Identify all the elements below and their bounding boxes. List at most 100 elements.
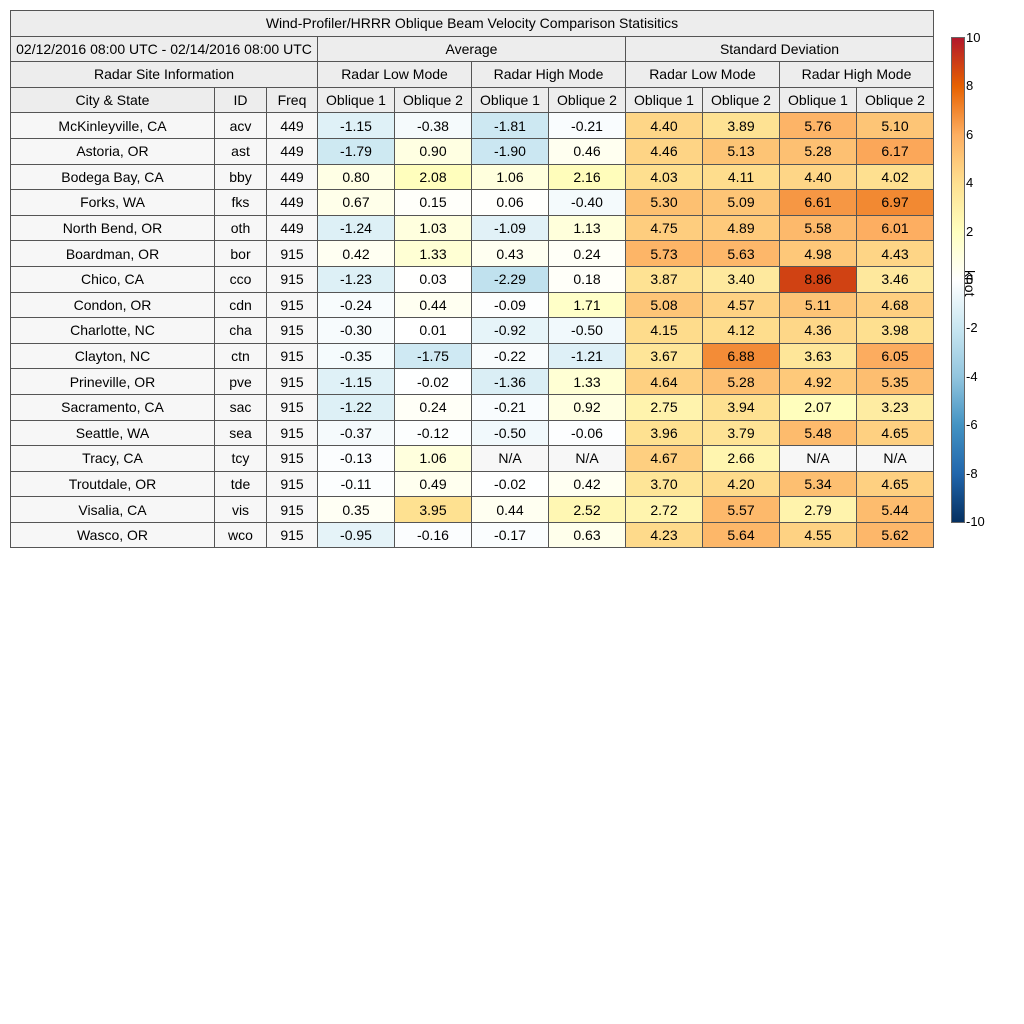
value-cell: 5.73 <box>625 240 703 267</box>
value-cell: 3.67 <box>625 342 703 370</box>
city-cell: Charlotte, NC <box>10 317 215 344</box>
value-cell: 3.63 <box>779 342 857 370</box>
value-cell: N/A <box>856 445 934 472</box>
value-cell: 6.05 <box>856 342 934 370</box>
value-cell: 5.63 <box>702 240 780 267</box>
value-cell: -1.90 <box>471 137 549 165</box>
value-cell: 2.52 <box>548 496 626 523</box>
column-header-beam: Oblique 2 <box>548 86 626 114</box>
group-header-standard-deviation: Standard Deviation <box>625 35 934 63</box>
city-cell: Sacramento, CA <box>10 393 215 421</box>
value-cell: 0.18 <box>548 265 626 293</box>
value-cell: 5.76 <box>779 112 857 139</box>
value-cell: 3.87 <box>625 265 703 293</box>
table-row: Forks, WA fks 449 0.67 0.15 0.06 -0.40 5.30 5.09… <box>10 189 934 216</box>
colorbar <box>951 37 965 523</box>
city-cell: Bodega Bay, CA <box>10 163 215 191</box>
freq-cell: 915 <box>266 368 318 395</box>
city-cell: Chico, CA <box>10 265 215 293</box>
value-cell: -0.38 <box>394 112 472 139</box>
table-row: Sacramento, CA sac 915 -1.22 0.24 -0.21 0.92 2.… <box>10 393 934 421</box>
value-cell: 5.57 <box>702 496 780 523</box>
value-cell: 5.58 <box>779 214 857 242</box>
value-cell: 5.28 <box>702 368 780 395</box>
freq-cell: 915 <box>266 445 318 472</box>
value-cell: 4.40 <box>625 112 703 139</box>
value-cell: 4.11 <box>702 163 780 191</box>
value-cell: -1.09 <box>471 214 549 242</box>
table-row: North Bend, OR oth 449 -1.24 1.03 -1.09 1.13 4.… <box>10 214 934 242</box>
city-cell: Clayton, NC <box>10 342 215 370</box>
column-header-beam: Oblique 1 <box>625 86 703 114</box>
id-cell: ast <box>214 137 267 165</box>
value-cell: 0.42 <box>317 240 395 267</box>
table-row: Visalia, CA vis 915 0.35 3.95 0.44 2.52 2.72 5.5… <box>10 496 934 523</box>
value-cell: -1.22 <box>317 393 395 421</box>
value-cell: -0.37 <box>317 419 395 447</box>
value-cell: -0.24 <box>317 291 395 319</box>
value-cell: 0.15 <box>394 189 472 216</box>
value-cell: 0.49 <box>394 470 472 498</box>
value-cell: 4.12 <box>702 317 780 344</box>
id-cell: pve <box>214 368 267 395</box>
colorbar-tick-label: 2 <box>966 223 974 239</box>
value-cell: 0.42 <box>548 470 626 498</box>
value-cell: -0.35 <box>317 342 395 370</box>
value-cell: -1.36 <box>471 368 549 395</box>
freq-cell: 915 <box>266 496 318 523</box>
value-cell: 0.24 <box>548 240 626 267</box>
value-cell: -0.11 <box>317 470 395 498</box>
value-cell: -0.09 <box>471 291 549 319</box>
value-cell: -0.21 <box>471 393 549 421</box>
value-cell: 0.90 <box>394 137 472 165</box>
table-row: Seattle, WA sea 915 -0.37 -0.12 -0.50 -0.06 3.9… <box>10 419 934 447</box>
value-cell: -1.79 <box>317 137 395 165</box>
column-header-beam: Oblique 2 <box>394 86 472 114</box>
value-cell: 4.92 <box>779 368 857 395</box>
colorbar-tick-label: 8 <box>966 78 974 94</box>
mode-header: Radar Low Mode <box>317 61 472 88</box>
value-cell: -0.12 <box>394 419 472 447</box>
value-cell: 1.33 <box>394 240 472 267</box>
value-cell: 1.03 <box>394 214 472 242</box>
value-cell: -0.30 <box>317 317 395 344</box>
value-cell: 1.71 <box>548 291 626 319</box>
value-cell: 2.79 <box>779 496 857 523</box>
column-header-city: City & State <box>10 86 215 114</box>
colorbar-tick-label: 10 <box>966 30 981 45</box>
id-cell: oth <box>214 214 267 242</box>
city-cell: Forks, WA <box>10 189 215 216</box>
value-cell: 4.68 <box>856 291 934 319</box>
mode-header: Radar Low Mode <box>625 61 780 88</box>
table-row: Prineville, OR pve 915 -1.15 -0.02 -1.36 1.33 4… <box>10 368 934 395</box>
city-cell: McKinleyville, CA <box>10 112 215 139</box>
city-cell: Astoria, OR <box>10 137 215 165</box>
colorbar-tick-label: -2 <box>966 320 978 336</box>
value-cell: 3.46 <box>856 265 934 293</box>
id-cell: tde <box>214 470 267 498</box>
value-cell: 4.43 <box>856 240 934 267</box>
colorbar-tick-label: 6 <box>966 126 974 142</box>
value-cell: 5.10 <box>856 112 934 139</box>
table-row: Astoria, OR ast 449 -1.79 0.90 -1.90 0.46 4.46 5… <box>10 137 934 165</box>
value-cell: 4.15 <box>625 317 703 344</box>
city-cell: Tracy, CA <box>10 445 215 472</box>
value-cell: 4.03 <box>625 163 703 191</box>
value-cell: -0.02 <box>394 368 472 395</box>
id-cell: fks <box>214 189 267 216</box>
value-cell: N/A <box>548 445 626 472</box>
value-cell: 6.88 <box>702 342 780 370</box>
value-cell: -1.15 <box>317 368 395 395</box>
value-cell: 0.46 <box>548 137 626 165</box>
column-header-id: ID <box>214 86 267 114</box>
colorbar-tick-label: -10 <box>966 514 985 529</box>
city-cell: Seattle, WA <box>10 419 215 447</box>
table-title: Wind-Profiler/HRRR Oblique Beam Velocity… <box>10 10 934 37</box>
value-cell: 3.23 <box>856 393 934 421</box>
value-cell: -0.50 <box>471 419 549 447</box>
value-cell: 0.24 <box>394 393 472 421</box>
value-cell: -0.92 <box>471 317 549 344</box>
value-cell: -0.17 <box>471 521 549 549</box>
colorbar-tick-label: -4 <box>966 368 978 384</box>
value-cell: -0.06 <box>548 419 626 447</box>
